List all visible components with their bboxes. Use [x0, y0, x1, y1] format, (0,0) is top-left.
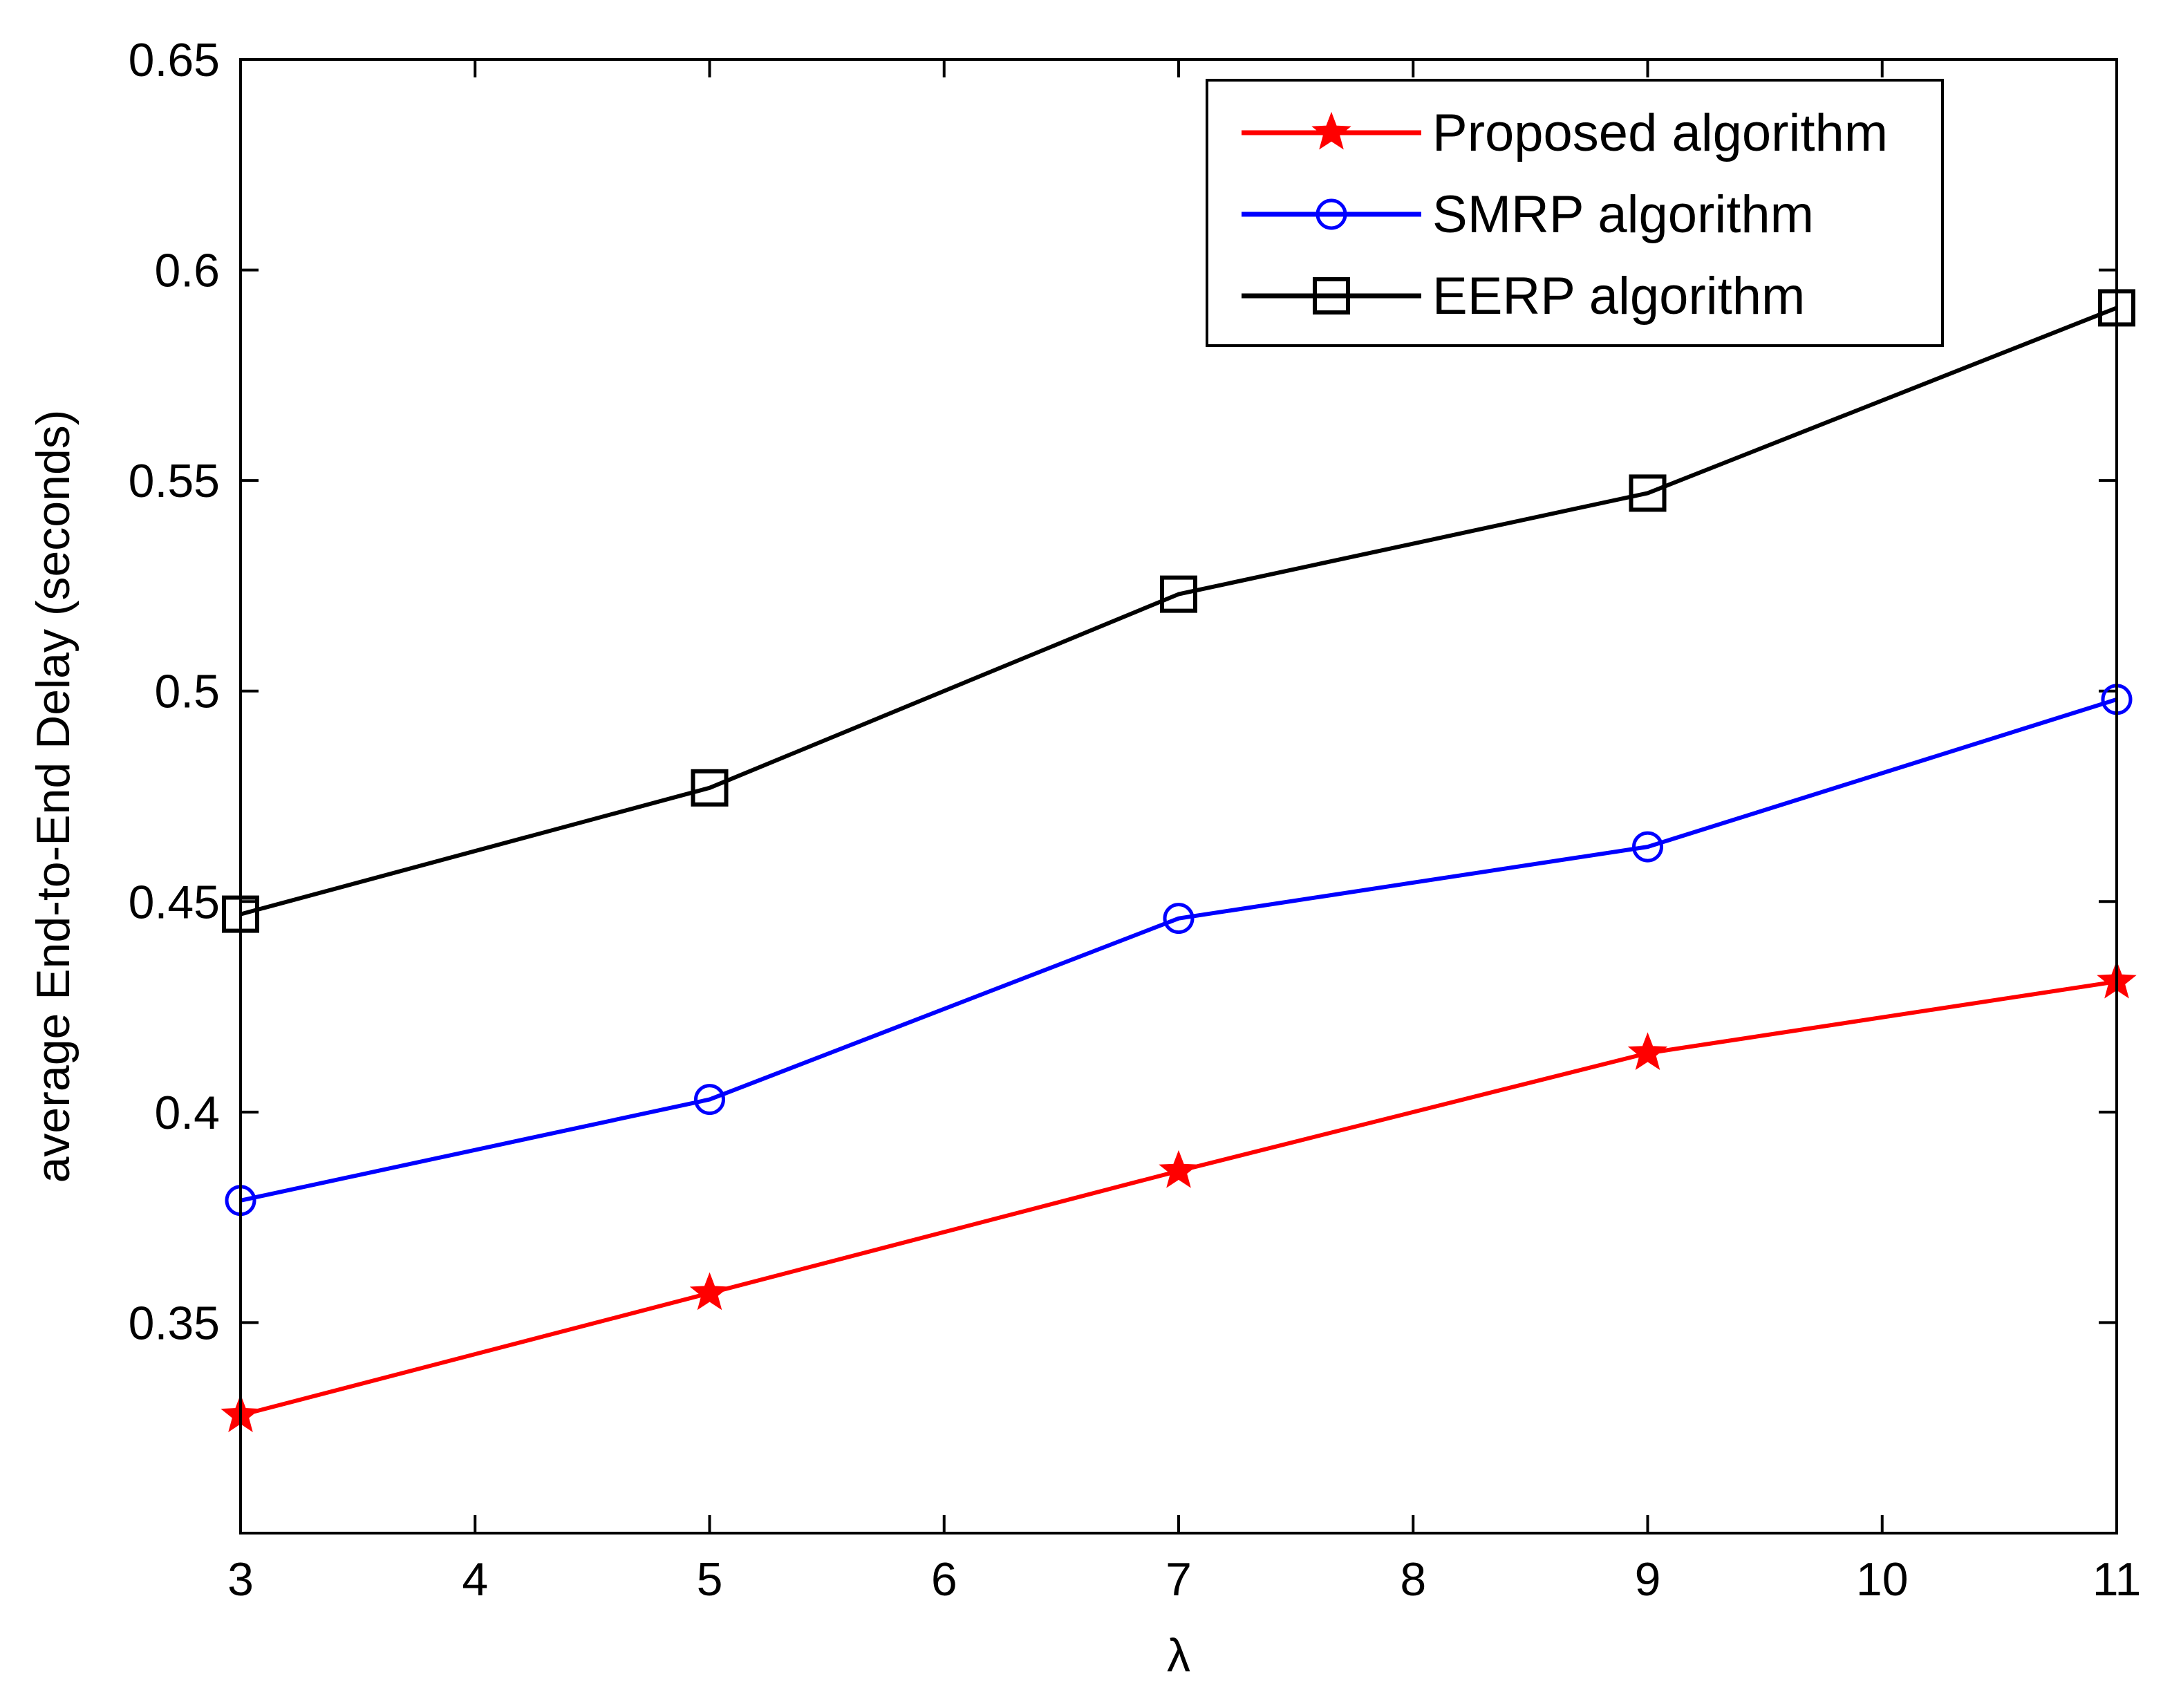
data-point-eerp: [1629, 474, 1667, 512]
legend-entry-eerp: EERP algorithm: [1242, 267, 1805, 326]
axis-ticks: [239, 58, 2118, 1533]
y-axis-label: average End-to-End Delay (seconds): [27, 410, 79, 1183]
data-point-proposed: [1159, 1149, 1199, 1188]
series-line-eerp: [240, 306, 2118, 917]
y-tick-label: 0.4: [154, 1087, 220, 1139]
y-tick-label: 0.55: [129, 455, 220, 507]
series-layer: [221, 289, 2137, 1432]
legend-entry-proposed: Proposed algorithm: [1242, 104, 1888, 162]
x-tick-label: 11: [2093, 1553, 2142, 1606]
x-tick-label: 7: [1165, 1553, 1192, 1606]
y-tick-label: 0.35: [129, 1297, 220, 1349]
x-tick-label: 5: [697, 1553, 723, 1606]
series-proposed: [221, 960, 2137, 1432]
data-point-eerp: [691, 769, 729, 807]
legend-entry-smrp: SMRP algorithm: [1242, 185, 1814, 244]
x-tick-label: 6: [931, 1553, 957, 1606]
data-point-proposed: [1627, 1032, 1668, 1071]
legend-label: SMRP algorithm: [1432, 185, 1814, 244]
legend: Proposed algorithm SMRP algorithm EERP alg…: [1206, 79, 1944, 347]
legend-marker: [1313, 277, 1350, 315]
y-tick-label: 0.65: [129, 34, 220, 86]
x-tick-label: 8: [1400, 1553, 1426, 1606]
data-point-proposed: [689, 1272, 730, 1311]
legend-label: Proposed algorithm: [1432, 104, 1888, 162]
x-tick-label: 9: [1635, 1553, 1661, 1606]
plot-area-frame: [239, 58, 2118, 1535]
x-tick-label: 3: [227, 1553, 254, 1606]
legend-marker: [1311, 111, 1351, 150]
y-tick-label: 0.45: [129, 876, 220, 928]
x-axis-label: λ: [1167, 1629, 1190, 1682]
x-tick-label: 4: [462, 1553, 488, 1606]
data-point-smrp: [1163, 903, 1195, 935]
data-point-smrp: [694, 1084, 725, 1116]
tick-labels: 3 4 5 6 7 8 9 10 11 0.35 0.4 0.45 0.5 0.55 0.6 0.65: [129, 34, 2142, 1606]
x-tick-label: 10: [1856, 1553, 1909, 1606]
legend-label: EERP algorithm: [1432, 267, 1805, 326]
legend-marker: [1316, 198, 1347, 230]
y-tick-label: 0.5: [154, 666, 220, 718]
data-point-eerp: [1160, 575, 1197, 613]
data-point-smrp: [1632, 831, 1663, 863]
series-line-smrp: [240, 697, 2117, 1203]
y-tick-label: 0.6: [154, 245, 220, 297]
